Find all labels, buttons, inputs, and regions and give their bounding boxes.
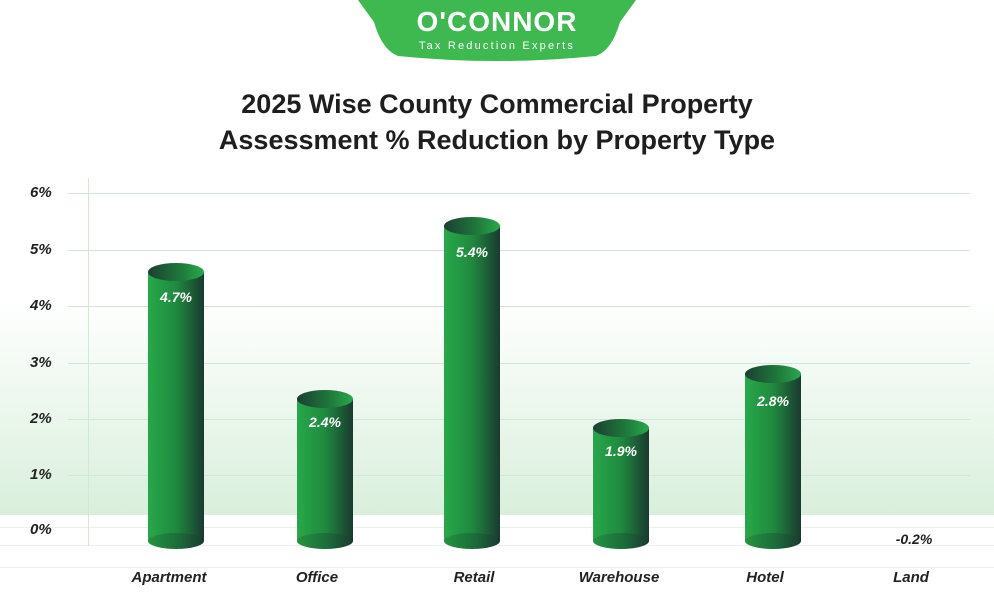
bar-value-label: 4.7% — [160, 289, 192, 305]
bar-body — [148, 272, 204, 541]
x-tick-label: Apartment — [131, 569, 207, 586]
bar-body — [593, 428, 649, 541]
chart-title-line1: 2025 Wise County Commercial Property — [241, 89, 753, 119]
y-tick-label: 6% — [30, 184, 52, 201]
y-tick-label: 4% — [30, 297, 52, 314]
gridline — [68, 250, 970, 251]
logo-banner-shape — [358, 0, 636, 61]
x-tick-label: Office — [295, 569, 339, 586]
bar-cap — [297, 390, 353, 408]
bar-base — [148, 533, 204, 549]
bar-base — [297, 533, 353, 549]
x-tick-label: Hotel — [746, 569, 784, 586]
bar-cap — [745, 365, 801, 383]
y-tick-label: 5% — [30, 241, 52, 258]
bar-office: 2.4% — [297, 390, 353, 549]
y-tick-label: 2% — [30, 410, 52, 427]
bar-value-label: 2.4% — [309, 414, 341, 430]
bar-base — [593, 533, 649, 549]
x-tick-label: Land — [893, 569, 929, 586]
bar-cap — [444, 217, 500, 235]
logo-tagline: Tax Reduction Experts — [418, 40, 576, 52]
gridline — [68, 363, 970, 364]
floor-line — [0, 567, 994, 568]
bar-base — [745, 533, 801, 549]
brand-logo: O'CONNOR Tax Reduction Experts — [358, 0, 636, 62]
bar-apartment: 4.7% — [148, 263, 204, 549]
x-tick-label: Retail — [453, 569, 495, 586]
bar-body — [444, 226, 500, 541]
logo-name: O'CONNOR — [416, 6, 578, 37]
y-axis-line — [88, 178, 89, 546]
chart-title-line2: Assessment % Reduction by Property Type — [218, 125, 776, 155]
bar-retail: 5.4% — [444, 217, 500, 549]
bar-value-label: 2.8% — [757, 393, 789, 409]
gridline — [68, 193, 970, 194]
bar-warehouse: 1.9% — [593, 419, 649, 549]
x-tick-label: Warehouse — [578, 569, 660, 586]
bar-body — [745, 374, 801, 541]
bar-body — [297, 399, 353, 541]
bar-value-label: 5.4% — [456, 244, 488, 260]
y-tick-label: 1% — [30, 466, 52, 483]
y-tick-label: 0% — [30, 521, 52, 538]
chart-title: 2025 Wise County Commercial Property Ass… — [0, 86, 994, 158]
bar-hotel: 2.8% — [745, 365, 801, 549]
y-tick-label: 3% — [30, 354, 52, 371]
bar-value-label: 1.9% — [605, 443, 637, 459]
bar-land-value-label: -0.2% — [895, 531, 933, 547]
bar-cap — [148, 263, 204, 281]
gridline — [68, 419, 970, 420]
bar-base — [444, 533, 500, 549]
gridline — [68, 306, 970, 307]
floor-line — [0, 545, 994, 546]
bar-cap — [593, 419, 649, 437]
gridline — [68, 475, 970, 476]
